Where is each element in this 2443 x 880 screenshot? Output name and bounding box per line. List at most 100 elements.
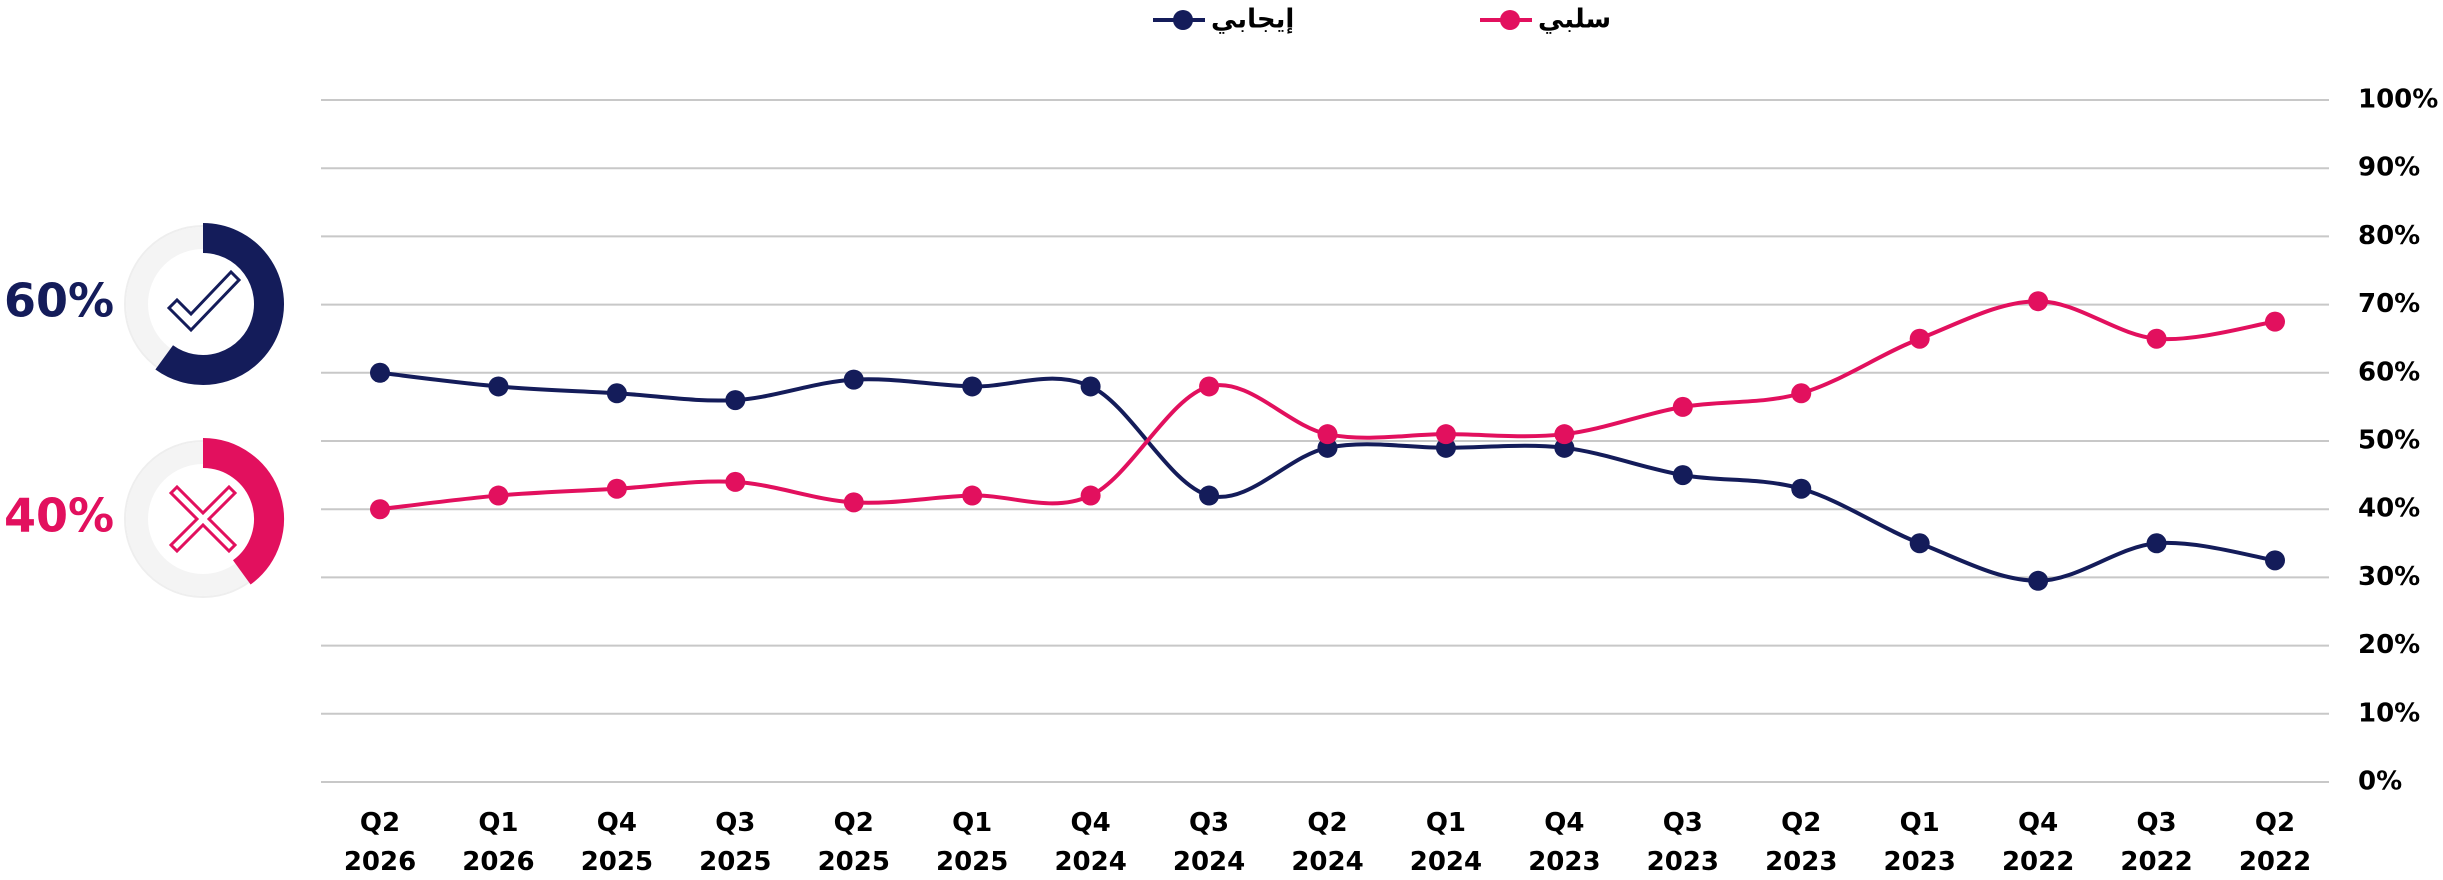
x-tick-label: Q4 2024 xyxy=(1054,808,1126,877)
series-line xyxy=(379,370,2276,583)
x-tick-label: Q2 2024 xyxy=(1291,808,1363,877)
data-point xyxy=(843,492,864,513)
x-tick-quarter: Q4 xyxy=(597,808,637,838)
y-tick-label: 90% xyxy=(2358,153,2420,183)
summary-label: 60% xyxy=(4,274,114,328)
x-tick-quarter: Q2 xyxy=(1781,808,1821,838)
x-tick-year: 2026 xyxy=(344,847,416,877)
data-point xyxy=(1080,376,1101,397)
x-tick-year: 2024 xyxy=(1173,847,1245,877)
x-tick-label: Q1 2024 xyxy=(1410,808,1482,877)
x-tick-quarter: Q1 xyxy=(1900,808,1940,838)
x-tick-label: Q4 2022 xyxy=(2002,808,2074,877)
x-tick-year: 2023 xyxy=(1884,847,1956,877)
data-point xyxy=(725,471,746,492)
x-tick-label: Q3 2025 xyxy=(699,808,771,877)
data-point xyxy=(488,485,509,506)
y-tick-label: 70% xyxy=(2358,289,2420,319)
x-tick-year: 2026 xyxy=(462,847,534,877)
x-tick-label: Q2 2026 xyxy=(344,808,416,877)
x-tick-quarter: Q3 xyxy=(2136,808,2176,838)
y-tick-label: 30% xyxy=(2358,562,2420,592)
x-tick-quarter: Q4 xyxy=(1071,808,1111,838)
data-point xyxy=(1435,424,1456,445)
legend-dot xyxy=(1500,10,1520,30)
x-tick-year: 2025 xyxy=(699,847,771,877)
x-tick-year: 2024 xyxy=(1054,847,1126,877)
x-tick-year: 2024 xyxy=(1291,847,1363,877)
x-tick-year: 2023 xyxy=(1647,847,1719,877)
y-tick-label: 10% xyxy=(2358,698,2420,728)
data-point xyxy=(1080,485,1101,506)
x-tick-quarter: Q2 xyxy=(1307,808,1347,838)
y-tick-label: 20% xyxy=(2358,630,2420,660)
data-point xyxy=(1909,328,1930,349)
data-point xyxy=(725,390,746,411)
x-tick-quarter: Q4 xyxy=(2018,808,2058,838)
x-tick-quarter: Q3 xyxy=(1189,808,1229,838)
data-point xyxy=(1672,396,1693,417)
data-point xyxy=(1672,465,1693,486)
x-tick-year: 2022 xyxy=(2002,847,2074,877)
x-tick-label: Q4 2023 xyxy=(1528,808,1600,877)
x-tick-quarter: Q2 xyxy=(2255,808,2295,838)
x-tick-quarter: Q2 xyxy=(834,808,874,838)
x-tick-label: Q1 2023 xyxy=(1884,808,1956,877)
x-tick-year: 2025 xyxy=(936,847,1008,877)
x-tick-label: Q2 2025 xyxy=(818,808,890,877)
series-line xyxy=(379,299,2276,512)
x-tick-label: Q3 2022 xyxy=(2120,808,2192,877)
data-point xyxy=(962,376,983,397)
data-point xyxy=(370,499,390,520)
data-point xyxy=(2028,570,2049,591)
y-tick-label: 60% xyxy=(2358,357,2420,387)
x-tick-year: 2022 xyxy=(2120,847,2192,877)
data-point xyxy=(1199,376,1220,397)
y-tick-label: 80% xyxy=(2358,221,2420,251)
data-point xyxy=(962,485,983,506)
x-tick-year: 2023 xyxy=(1765,847,1837,877)
x-tick-label: Q2 2023 xyxy=(1765,808,1837,877)
legend-label: إيجابي xyxy=(1211,5,1294,35)
data-point xyxy=(1791,383,1812,404)
x-tick-year: 2025 xyxy=(818,847,890,877)
cross-icon xyxy=(168,484,238,554)
y-tick-label: 0% xyxy=(2358,767,2402,797)
x-tick-label: Q3 2023 xyxy=(1647,808,1719,877)
y-tick-label: 100% xyxy=(2358,85,2438,115)
x-tick-label: Q1 2025 xyxy=(936,808,1008,877)
data-point xyxy=(2028,291,2049,312)
data-point xyxy=(1554,424,1575,445)
x-tick-quarter: Q1 xyxy=(478,808,518,838)
data-point xyxy=(1909,533,1930,554)
x-tick-quarter: Q4 xyxy=(1544,808,1584,838)
x-tick-quarter: Q3 xyxy=(1663,808,1703,838)
x-tick-quarter: Q2 xyxy=(360,808,400,838)
donut-arc xyxy=(202,438,284,585)
data-point xyxy=(2265,311,2285,332)
data-point xyxy=(1199,485,1220,506)
x-tick-year: 2023 xyxy=(1528,847,1600,877)
data-point xyxy=(606,478,627,499)
x-tick-quarter: Q3 xyxy=(715,808,755,838)
data-point xyxy=(488,376,509,397)
x-tick-quarter: Q1 xyxy=(952,808,992,838)
x-tick-year: 2025 xyxy=(581,847,653,877)
y-tick-label: 40% xyxy=(2358,494,2420,524)
x-tick-label: Q2 2022 xyxy=(2239,808,2311,877)
x-tick-label: Q4 2025 xyxy=(581,808,653,877)
donut-arc xyxy=(155,223,284,385)
x-tick-label: Q3 2024 xyxy=(1173,808,1245,877)
data-point xyxy=(2265,550,2285,571)
x-tick-year: 2024 xyxy=(1410,847,1482,877)
y-tick-label: 50% xyxy=(2358,426,2420,456)
data-point xyxy=(1791,478,1812,499)
legend-dot xyxy=(1173,10,1193,30)
x-tick-quarter: Q1 xyxy=(1426,808,1466,838)
data-point xyxy=(2146,328,2167,349)
summary-label: 40% xyxy=(4,489,114,543)
legend-label: سلبي xyxy=(1538,5,1611,35)
data-point xyxy=(606,383,627,404)
data-point xyxy=(2146,533,2167,554)
